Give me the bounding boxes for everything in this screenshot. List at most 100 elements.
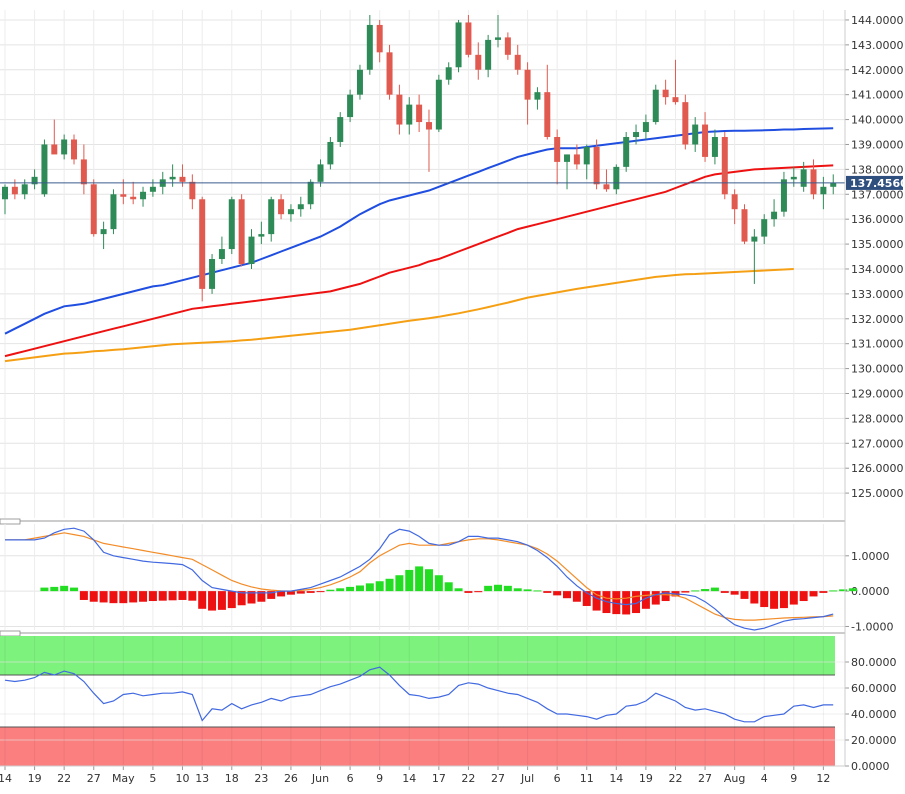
candle-body xyxy=(465,22,472,55)
candle xyxy=(751,229,758,284)
candle-body xyxy=(179,176,186,182)
macd-histogram-bar xyxy=(50,586,59,592)
candle-body xyxy=(780,179,787,212)
candle-body xyxy=(830,182,837,187)
candle-body xyxy=(771,211,778,220)
macd-histogram-bar xyxy=(178,591,187,600)
macd-histogram-bar xyxy=(681,591,690,593)
candle-body xyxy=(287,209,294,215)
macd-histogram-bar xyxy=(809,591,818,597)
candle xyxy=(327,137,334,170)
macd-histogram-bar xyxy=(513,588,522,592)
macd-histogram-bar xyxy=(503,585,512,592)
candle xyxy=(652,84,659,125)
candle-body xyxy=(248,236,255,264)
macd-histogram-bar xyxy=(434,575,443,592)
candle xyxy=(475,42,482,80)
macd-histogram-bar xyxy=(198,591,207,609)
macd-histogram-bar xyxy=(257,591,266,602)
candle xyxy=(455,19,462,73)
candle xyxy=(287,204,294,222)
x-tick-label: Jun xyxy=(311,772,329,785)
candle-body xyxy=(218,249,225,260)
macd-histogram-bar xyxy=(464,591,473,593)
candle xyxy=(672,59,679,105)
candle xyxy=(554,129,561,185)
rsi-oversold-zone xyxy=(0,727,835,766)
x-tick-label: 14 xyxy=(402,772,416,785)
macd-histogram-bar xyxy=(129,591,138,603)
macd-histogram-bar xyxy=(148,591,157,602)
candle xyxy=(613,164,620,195)
candle-body xyxy=(386,52,393,95)
candle-body xyxy=(524,69,531,100)
price-y-tick-label: 135.0000 xyxy=(851,238,904,251)
price-y-tick-label: 136.0000 xyxy=(851,213,904,226)
macd-histogram-bar xyxy=(355,585,364,592)
candle-body xyxy=(485,39,492,70)
macd-histogram-bar xyxy=(247,591,256,604)
candle-body xyxy=(199,199,206,289)
candle-body xyxy=(51,144,58,155)
candle-body xyxy=(514,54,521,70)
candle-body xyxy=(149,186,156,192)
candle-body xyxy=(317,164,324,182)
rsi-y-tick-label: 0.0000 xyxy=(851,760,890,773)
candle xyxy=(790,166,797,187)
macd-histogram-bar xyxy=(563,591,572,599)
candle-body xyxy=(228,199,235,250)
macd-histogram-bar xyxy=(237,591,246,606)
price-y-tick-label: 142.0000 xyxy=(851,64,904,77)
splitter-handle-icon[interactable] xyxy=(0,518,21,525)
macd-histogram-bar xyxy=(848,588,857,592)
candle xyxy=(702,112,709,162)
macd-y-tick-label: -1.0000 xyxy=(851,620,893,633)
candle-body xyxy=(120,194,127,197)
candle xyxy=(504,32,511,60)
macd-histogram-bar xyxy=(395,575,404,592)
price-y-tick-label: 140.0000 xyxy=(851,114,904,127)
candle xyxy=(445,62,452,85)
candle xyxy=(149,179,156,197)
x-tick-label: 19 xyxy=(28,772,42,785)
candle xyxy=(633,124,640,145)
ma-slow-line xyxy=(4,268,794,363)
panel-splitter-macd[interactable] xyxy=(0,518,845,525)
macd-histogram-bar xyxy=(277,591,286,597)
candle-body xyxy=(741,209,748,242)
macd-histogram-bar xyxy=(375,581,384,592)
x-tick-label: 19 xyxy=(639,772,653,785)
panel-splitter-rsi[interactable] xyxy=(0,630,845,637)
splitter-handle-icon[interactable] xyxy=(0,630,21,637)
candle-body xyxy=(633,132,640,137)
x-tick-label: 18 xyxy=(225,772,239,785)
macd-histogram-bar xyxy=(89,591,98,602)
macd-histogram-bar xyxy=(316,591,325,593)
candle-body xyxy=(672,97,679,103)
candle xyxy=(110,189,117,235)
x-tick-label: 6 xyxy=(554,772,561,785)
x-tick-label: 23 xyxy=(254,772,268,785)
candle-body xyxy=(356,69,363,95)
candle-body xyxy=(376,24,383,53)
price-y-tick-label: 129.0000 xyxy=(851,387,904,400)
candle-body xyxy=(495,37,501,40)
price-y-tick-label: 144.0000 xyxy=(851,14,904,27)
candle xyxy=(396,84,403,135)
macd-histogram-bar xyxy=(779,591,788,609)
candle xyxy=(721,132,728,200)
x-tick-label: 11 xyxy=(580,772,594,785)
candle-body xyxy=(573,154,580,165)
candle-body xyxy=(702,124,709,157)
ma-mid-line xyxy=(4,164,834,358)
candle-body xyxy=(800,169,807,187)
candle xyxy=(130,181,137,205)
macd-histogram-bar xyxy=(533,590,542,592)
candle xyxy=(386,44,393,100)
candle-body xyxy=(347,94,354,118)
candle-body xyxy=(820,186,827,195)
macd-histogram-bar xyxy=(789,591,798,605)
candle xyxy=(140,186,147,207)
macd-histogram-bar xyxy=(701,589,710,592)
